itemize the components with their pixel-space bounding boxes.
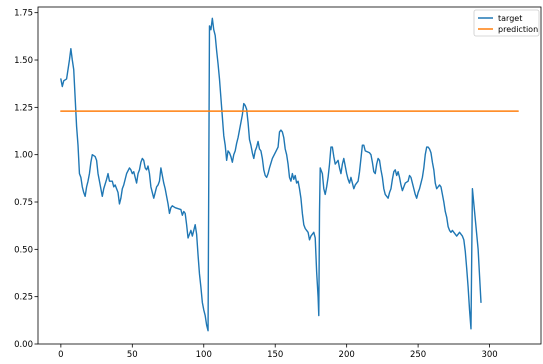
x-tick-label: 100 <box>196 350 212 360</box>
axes-frame <box>37 6 542 345</box>
series-line-target <box>60 17 482 332</box>
y-tick-label: 0.75 <box>14 198 33 208</box>
y-tick-label: 1.50 <box>14 56 33 66</box>
x-tick-label: 150 <box>267 350 283 360</box>
y-tick-label: 1.25 <box>14 103 33 113</box>
x-tick-label: 50 <box>127 350 138 360</box>
axes: 0 50 100 150 200 250 300 0.00 0.25 0.50 0.75 1.00 1.… <box>14 6 542 360</box>
legend-label-target: target <box>498 14 522 23</box>
y-tick-label: 0.00 <box>14 340 33 350</box>
x-tick-label: 300 <box>481 350 497 360</box>
y-tick-label: 0.25 <box>14 293 33 303</box>
y-tick-label: 0.50 <box>14 245 33 255</box>
legend-label-prediction: prediction <box>498 25 538 34</box>
plot-area <box>60 17 519 332</box>
y-tick-label: 1.75 <box>14 9 33 19</box>
x-tick-label: 250 <box>410 350 426 360</box>
y-tick-label: 1.00 <box>14 151 33 161</box>
x-tick-label: 200 <box>339 350 355 360</box>
legend: target prediction <box>473 9 540 37</box>
x-tick-label: 0 <box>58 350 63 360</box>
